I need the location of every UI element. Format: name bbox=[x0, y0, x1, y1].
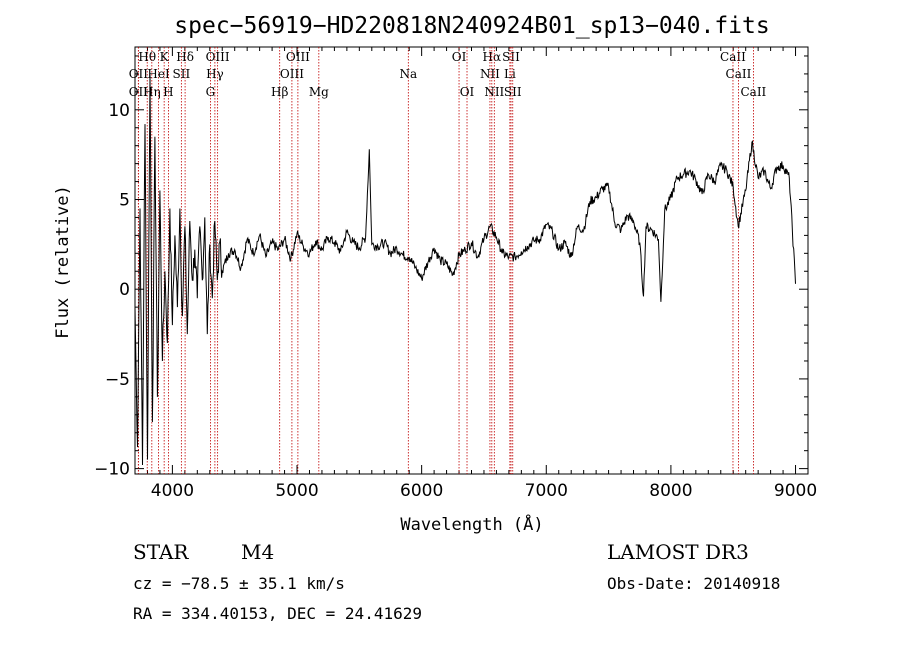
spectral-line-label: SII bbox=[173, 67, 191, 81]
spectral-line-label: Hδ bbox=[176, 50, 194, 64]
y-tick-label: −10 bbox=[94, 460, 130, 480]
y-axis-label: Flux (relative) bbox=[53, 185, 73, 339]
spectral-line-label: OIII bbox=[280, 67, 304, 81]
axis-ticks bbox=[134, 47, 809, 474]
spectral-line-label: Na bbox=[399, 67, 417, 81]
spectral-line-label: HeI bbox=[147, 67, 170, 81]
spectral-line-label: OI bbox=[452, 50, 467, 64]
chart-title: spec−56919−HD220818N240924B01_sp13−040.f… bbox=[174, 13, 769, 39]
spectral-line-label: Hη bbox=[143, 85, 161, 99]
spectral-line-label: SII bbox=[504, 85, 522, 99]
spectral-line-label: Mg bbox=[309, 85, 329, 99]
spectral-line-label: Hβ bbox=[271, 85, 288, 99]
y-tick-label: 10 bbox=[108, 101, 130, 121]
x-tick-label: 8000 bbox=[649, 481, 692, 501]
x-tick-label: 7000 bbox=[525, 481, 568, 501]
object-class: STAR bbox=[133, 540, 189, 564]
spectral-line-label: K bbox=[160, 50, 170, 64]
x-tick-label: 9000 bbox=[774, 481, 817, 501]
coordinates: RA = 334.40153, DEC = 24.41629 bbox=[133, 604, 422, 623]
spectral-line-label: NII bbox=[484, 85, 504, 99]
redshift-velocity: cz = −78.5 ± 35.1 km/s bbox=[133, 574, 345, 593]
plot-frame bbox=[134, 46, 809, 475]
x-tick-label: 6000 bbox=[400, 481, 443, 501]
axis-lines bbox=[134, 46, 809, 475]
spectral-line-label: OII bbox=[129, 67, 149, 81]
subclass: M4 bbox=[241, 540, 275, 564]
spectral-line-label: CaII bbox=[720, 50, 746, 64]
x-tick-label: 5000 bbox=[275, 481, 318, 501]
spectral-line-label: H bbox=[163, 85, 173, 99]
y-tick-label: 0 bbox=[119, 280, 130, 300]
survey-name: LAMOST DR3 bbox=[607, 540, 749, 564]
spectral-line-label: Hθ bbox=[138, 50, 156, 64]
tick-labels: 4000 5000 6000 7000 8000 9000 −10 −5 0 5 10 bbox=[94, 101, 817, 501]
spectral-line-label: Hα bbox=[483, 50, 502, 64]
spectral-line-label: Hγ bbox=[206, 67, 224, 81]
spectral-line-label: SII bbox=[502, 50, 520, 64]
plot-area bbox=[134, 73, 796, 466]
spectral-line-label: OIII bbox=[286, 50, 310, 64]
y-tick-label: 5 bbox=[119, 191, 130, 211]
x-axis-label: Wavelength (Å) bbox=[400, 513, 543, 535]
spectral-line-label: CaII bbox=[726, 67, 752, 81]
spectral-line-label: CaII bbox=[740, 85, 766, 99]
y-tick-label: −5 bbox=[105, 370, 130, 390]
spectral-line-label: OIII bbox=[206, 50, 230, 64]
x-tick-label: 4000 bbox=[151, 481, 194, 501]
observation-date: Obs-Date: 20140918 bbox=[607, 574, 781, 593]
spectral-line-label: G bbox=[206, 85, 216, 99]
spectrum-line bbox=[134, 73, 796, 466]
spectral-line-label: OI bbox=[460, 85, 475, 99]
spectral-line-label: Li bbox=[504, 67, 516, 81]
spectral-line-label: NII bbox=[480, 67, 500, 81]
